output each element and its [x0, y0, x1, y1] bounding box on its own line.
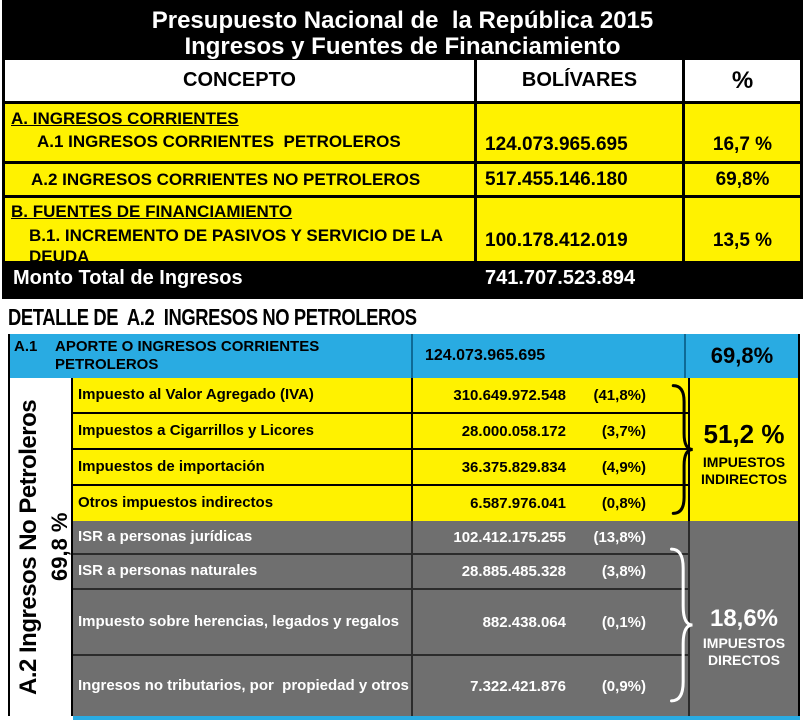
row-b1-percent: 13,5 %	[712, 230, 773, 251]
title-line1: Presupuesto Nacional de la República 201…	[151, 7, 654, 34]
indirect-caption: IMPUESTOS INDIRECTOS	[700, 454, 788, 487]
row-b1-amount: 100.178.412.019	[477, 198, 685, 261]
petroleros-label: APORTE O INGRESOS CORRIENTES PETROLEROS	[55, 338, 320, 373]
row-amount: 36.375.829.834	[461, 458, 566, 476]
sidebar-vertical-label: A.2 Ingresos No Petroleros	[15, 399, 42, 695]
row-a1-label: A.1 INGRESOS CORRIENTES PETROLEROS	[37, 132, 401, 151]
row-percent: (41,8%)	[593, 386, 646, 404]
direct-total-percent: 18,6%	[709, 604, 779, 632]
row-label: Ingresos no tributarios, por propiedad y…	[73, 656, 413, 716]
petroleros-code: A.1	[14, 338, 38, 355]
direct-total-cell: 18,6% IMPUESTOS DIRECTOS	[688, 521, 798, 716]
section-b-heading: B. FUENTES DE FINANCIAMIENTO	[11, 202, 293, 221]
row-ingresos-corrientes: A. INGRESOS CORRIENTES A.1 INGRESOS CORR…	[5, 104, 800, 161]
row-amount: 102.412.175.255	[453, 528, 566, 546]
row-amount: 28.000.058.172	[461, 422, 566, 440]
petroleros-amount: 124.073.965.695	[413, 334, 686, 378]
petroleros-percent: 69,8%	[710, 343, 774, 368]
row-amount: 7.322.421.876	[470, 677, 566, 695]
indirect-total-cell: 51,2 % IMPUESTOS INDIRECTOS	[688, 378, 798, 521]
row-percent: (0,1%)	[601, 613, 646, 631]
row-a2-label: A.2 INGRESOS CORRIENTES NO PETROLEROS	[31, 169, 421, 189]
row-a2-percent: 69,8%	[715, 168, 770, 190]
row-percent: (4,9%)	[601, 458, 646, 476]
sidebar-vertical-percent: 69,8 %	[47, 512, 72, 582]
total-amount: 741.707.523.894	[485, 267, 636, 289]
section-a-heading: A. INGRESOS CORRIENTES	[11, 109, 239, 128]
row-percent: (0,9%)	[601, 677, 646, 695]
table-row: Impuestos de importación 36.375.829.834 (…	[73, 450, 688, 486]
header-percent: %	[731, 66, 754, 94]
row-percent: (3,8%)	[601, 563, 646, 580]
row-label: Impuesto al Valor Agregado (IVA)	[73, 378, 413, 412]
row-fuentes-financiamiento: B. FUENTES DE FINANCIAMIENTO B.1. INCREM…	[5, 195, 800, 266]
slide-title: Presupuesto Nacional de la República 201…	[5, 3, 800, 60]
row-label: Impuestos de importación	[73, 450, 413, 484]
row-percent: (0,8%)	[601, 495, 646, 512]
row-label: Impuesto sobre herencias, legados y rega…	[73, 590, 413, 654]
table-row: Impuesto sobre herencias, legados y rega…	[73, 590, 688, 656]
summary-table: Presupuesto Nacional de la República 201…	[2, 0, 803, 299]
row-percent: (3,7%)	[601, 422, 646, 440]
row-label: Impuestos a Cigarrillos y Licores	[73, 414, 413, 448]
indirect-total-percent: 51,2 %	[703, 419, 785, 450]
table-row: ISR a personas jurídicas 102.412.175.255…	[73, 521, 688, 555]
header-concepto: CONCEPTO	[5, 60, 477, 101]
table-row: Otros impuestos indirectos 6.587.976.041…	[73, 486, 688, 521]
row-amount: 882.438.064	[482, 613, 566, 631]
row-a2-amount: 517.455.146.180	[477, 164, 685, 195]
direct-taxes-group: ISR a personas jurídicas 102.412.175.255…	[73, 521, 798, 716]
direct-caption: IMPUESTOS DIRECTOS	[702, 634, 786, 668]
table-row: Ingresos no tributarios, por propiedad y…	[73, 656, 688, 716]
header-bolivares: BOLÍVARES	[477, 60, 685, 101]
row-a2: A.2 INGRESOS CORRIENTES NO PETROLEROS 51…	[5, 161, 800, 195]
summary-header-row: CONCEPTO BOLÍVARES %	[5, 60, 800, 104]
row-label: ISR a personas naturales	[73, 555, 413, 588]
row-amount: 310.649.972.548	[453, 386, 566, 404]
row-label: Otros impuestos indirectos	[73, 486, 413, 521]
detail-table: A.2 Ingresos No Petroleros 69,8 % Impues…	[8, 378, 800, 716]
row-amount: 6.587.976.041	[470, 495, 566, 512]
row-amount: 28.885.485.328	[461, 563, 566, 580]
detail-heading: DETALLE DE A.2 INGRESOS NO PETROLEROS	[8, 300, 800, 334]
total-label: Monto Total de Ingresos	[13, 267, 243, 289]
title-line2: Ingresos y Fuentes de Financiamiento	[184, 33, 621, 60]
row-label: ISR a personas jurídicas	[73, 521, 413, 553]
row-a1-percent: 16,7 %	[712, 134, 773, 155]
bottom-cyan-strip	[73, 716, 800, 720]
table-row: Impuesto al Valor Agregado (IVA) 310.649…	[73, 378, 688, 414]
table-row: Impuestos a Cigarrillos y Licores 28.000…	[73, 414, 688, 450]
total-row: Monto Total de Ingresos 741.707.523.894	[5, 261, 800, 296]
table-row: ISR a personas naturales 28.885.485.328 (…	[73, 555, 688, 590]
row-percent: (13,8%)	[593, 528, 646, 546]
petroleros-row: A.1 APORTE O INGRESOS CORRIENTES PETROLE…	[8, 334, 800, 378]
detail-sidebar: A.2 Ingresos No Petroleros 69,8 %	[10, 378, 73, 716]
indirect-taxes-group: Impuesto al Valor Agregado (IVA) 310.649…	[73, 378, 798, 521]
row-a1-amount: 124.073.965.695	[477, 104, 685, 161]
